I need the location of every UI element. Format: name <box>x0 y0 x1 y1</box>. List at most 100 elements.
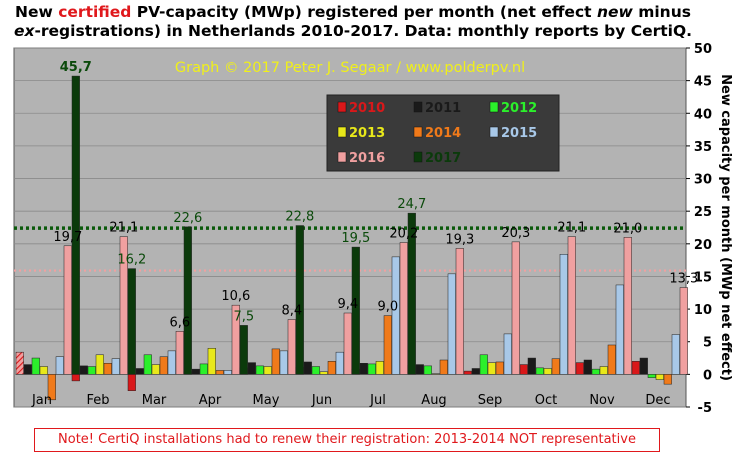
data-label: 16,2 <box>117 253 146 268</box>
legend-swatch-2015 <box>489 126 499 138</box>
bar-2017-Feb <box>127 268 136 375</box>
bar-2014-Dec <box>663 374 672 385</box>
bar-2011-Nov <box>583 359 592 375</box>
bar-2016-Jan <box>63 245 72 375</box>
bar-2011-Jan <box>23 364 32 375</box>
legend-label-2012: 2012 <box>501 101 537 116</box>
x-tick-label: Oct <box>535 393 557 408</box>
data-label: 9,4 <box>337 297 358 312</box>
legend-swatch-2017 <box>413 151 423 163</box>
data-label: 7,5 <box>233 309 254 324</box>
data-label: 13,3 <box>669 272 698 287</box>
bar-2016-Aug <box>455 248 464 375</box>
bar-2016-Nov <box>623 237 632 375</box>
data-label: 22,8 <box>285 210 314 225</box>
y-axis-label: New capacity per month (MWp net effect) <box>718 74 733 381</box>
x-tick-label: Feb <box>86 393 109 408</box>
y-tick-label: 45 <box>694 75 712 90</box>
bar-2014-Jul <box>383 315 392 375</box>
bar-2012-Aug <box>423 365 432 375</box>
legend-swatch-2014 <box>413 126 423 138</box>
y-tick-label: 25 <box>694 205 712 220</box>
y-tick-label: 20 <box>694 238 712 253</box>
legend-label-2016: 2016 <box>349 151 385 166</box>
data-label: 19,3 <box>445 232 474 247</box>
x-tick-label: Jun <box>311 393 332 408</box>
bar-2011-Jul <box>359 363 368 375</box>
bar-2012-Apr <box>199 363 208 375</box>
bar-2014-Aug <box>439 359 448 375</box>
bar-2017-Mar <box>183 226 192 375</box>
bar-2012-Feb <box>87 366 96 375</box>
data-label: 9,0 <box>377 300 398 315</box>
bar-2013-Jun <box>319 371 328 375</box>
x-tick-label: Jan <box>31 393 52 408</box>
bar-2014-Oct <box>551 358 560 375</box>
legend-swatch-2012 <box>489 101 499 113</box>
bar-2011-Sep <box>471 368 480 375</box>
bar-2015-Oct <box>559 254 568 375</box>
bar-2016-Jun <box>343 312 352 375</box>
bar-2015-Feb <box>111 358 120 375</box>
x-tick-label: Jul <box>369 393 386 408</box>
legend-label-2015: 2015 <box>501 126 537 141</box>
bar-2016-Mar <box>175 331 184 375</box>
legend-swatch-2013 <box>337 126 347 138</box>
bar-2010-Mar <box>127 374 136 391</box>
bar-2015-Aug <box>447 273 456 375</box>
bar-2011-Feb <box>79 365 88 375</box>
bar-2015-Apr <box>223 370 232 375</box>
legend-box <box>326 94 560 172</box>
bar-2013-Mar <box>151 364 160 375</box>
bar-2010-Feb <box>71 374 80 382</box>
bar-2015-May <box>279 350 288 375</box>
bar-2011-May <box>247 362 256 375</box>
x-tick-label: Aug <box>421 393 446 408</box>
legend-label-2013: 2013 <box>349 126 385 141</box>
chart-title: New certified PV-capacity (MWp) register… <box>13 3 693 40</box>
bar-2015-Jan <box>55 356 64 375</box>
bar-2016-May <box>287 319 296 375</box>
bar-2012-Mar <box>143 354 152 375</box>
bar-2012-May <box>255 365 264 375</box>
bar-2017-Jul <box>407 212 416 375</box>
bar-2014-May <box>271 348 280 375</box>
bar-2016-Jul <box>399 242 408 375</box>
bar-2015-Mar <box>167 350 176 375</box>
data-label: 19,7 <box>53 230 82 245</box>
data-label: 6,6 <box>169 315 190 330</box>
bar-2012-Jan <box>31 357 40 375</box>
bar-2013-Feb <box>95 354 104 375</box>
data-label: 20,2 <box>389 227 418 242</box>
bar-2016-Feb <box>119 236 128 375</box>
bar-2010-Dec <box>631 361 640 375</box>
y-tick-label: 50 <box>694 42 712 57</box>
x-tick-label: Dec <box>645 393 670 408</box>
bar-2015-Jun <box>335 351 344 375</box>
bar-2013-Jan <box>39 366 48 375</box>
legend-label-2010: 2010 <box>349 101 385 116</box>
note-box: Note! CertiQ installations had to renew … <box>34 428 660 452</box>
y-tick-label: 5 <box>703 336 712 351</box>
title-certified: certified <box>58 3 132 21</box>
bar-2012-Nov <box>591 368 600 375</box>
chart-annotation: Graph © 2017 Peter J. Segaar / www.polde… <box>175 60 525 76</box>
data-label: 21,1 <box>109 221 138 236</box>
bar-2010-Sep <box>463 370 472 375</box>
legend-swatch-2016 <box>337 151 347 163</box>
bar-2011-Jun <box>303 361 312 375</box>
bar-2017-May <box>295 225 304 375</box>
bar-2011-Mar <box>135 368 144 375</box>
y-tick-label: 0 <box>703 368 712 383</box>
bar-2010-Jan <box>15 351 24 375</box>
bar-2015-Jul <box>391 256 400 375</box>
data-label: 8,4 <box>281 304 302 319</box>
bar-2014-Jun <box>327 361 336 375</box>
bar-2015-Dec <box>671 334 680 375</box>
bar-2014-Feb <box>103 363 112 375</box>
x-tick-label: Sep <box>478 393 503 408</box>
bar-2014-Apr <box>215 370 224 375</box>
bar-2011-Apr <box>191 368 200 375</box>
bar-2013-Sep <box>487 362 496 375</box>
